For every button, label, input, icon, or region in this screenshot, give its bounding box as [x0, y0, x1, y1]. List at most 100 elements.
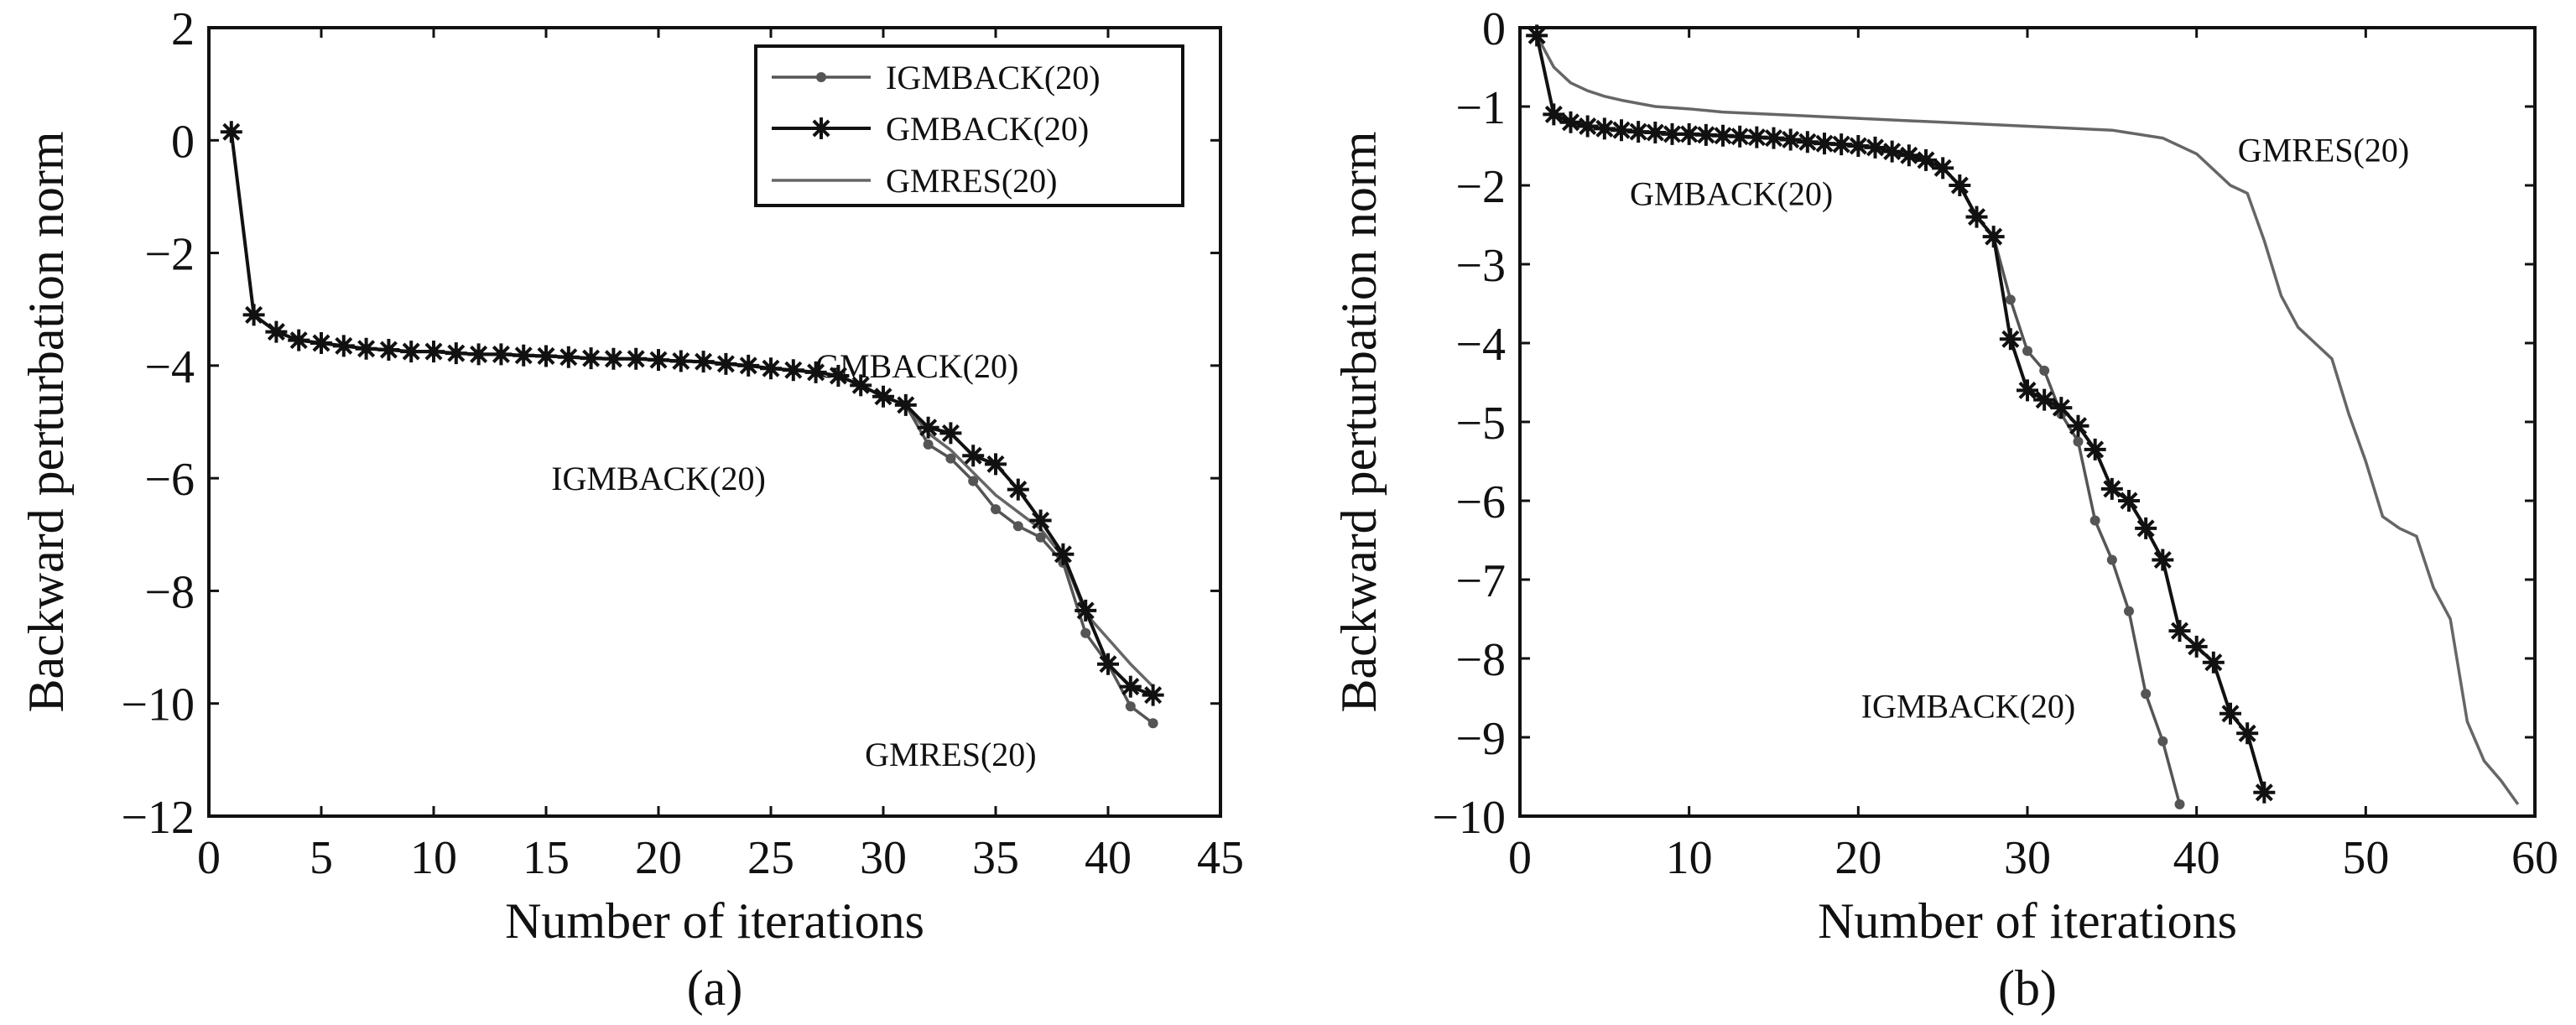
data-point	[2033, 388, 2056, 411]
annotation-label: IGMBACK(20)	[1861, 687, 2076, 725]
x-axis-label: Number of iterations	[505, 893, 924, 949]
data-point	[2067, 414, 2089, 437]
data-point	[2106, 554, 2117, 565]
data-point	[1847, 135, 1870, 157]
panel-label: (a)	[687, 960, 743, 1016]
data-point	[1593, 117, 1616, 140]
x-tick-label: 0	[197, 832, 221, 884]
data-point	[1080, 627, 1091, 638]
data-point	[2220, 702, 2241, 725]
y-tick-label: −10	[121, 679, 195, 731]
data-point	[1796, 131, 1819, 153]
data-point	[332, 335, 355, 357]
data-point	[1035, 532, 1046, 543]
data-point	[1779, 128, 1802, 151]
data-point	[1932, 157, 1954, 180]
data-point	[945, 453, 956, 464]
y-tick-label: 2	[171, 3, 195, 55]
y-tick-label: −12	[121, 792, 195, 844]
data-point	[2152, 549, 2174, 571]
data-point	[1559, 111, 1582, 133]
annotation-label: GMBACK(20)	[1630, 174, 1833, 212]
data-point	[2084, 438, 2106, 460]
data-point	[1627, 121, 1650, 143]
y-tick-label: −6	[1455, 476, 1506, 528]
data-point	[1097, 653, 1119, 675]
y-tick-label: −2	[144, 229, 195, 281]
data-point	[2039, 365, 2050, 376]
x-tick-label: 5	[310, 832, 333, 884]
y-axis-label: Backward perturbation norm	[1331, 131, 1387, 712]
data-point	[2073, 436, 2084, 447]
data-point	[535, 345, 557, 367]
annotation-label: GMRES(20)	[2238, 132, 2409, 169]
series-gmback	[220, 121, 1164, 706]
x-tick-label: 20	[1834, 832, 1881, 884]
series-line	[1535, 34, 2520, 805]
data-point	[220, 121, 242, 143]
data-point	[692, 351, 715, 373]
data-point	[1814, 133, 1835, 155]
x-tick-label: 25	[747, 832, 794, 884]
y-tick-label: 0	[1482, 3, 1506, 55]
data-point	[2005, 294, 2016, 305]
y-axis-label: Backward perturbation norm	[18, 131, 74, 712]
data-point	[991, 504, 1001, 515]
data-point	[2202, 651, 2225, 674]
data-point	[872, 385, 894, 408]
data-point	[1762, 127, 1785, 149]
data-point	[2022, 346, 2032, 356]
chart-panel-a: 0 5 10 15 20 25 30 35 40 4520−2−4−6−8−10−12Number…	[18, 3, 1244, 1016]
y-tick-label: −4	[1455, 319, 1506, 371]
data-point	[804, 361, 827, 383]
data-point	[827, 364, 850, 387]
data-point	[2157, 736, 2168, 747]
data-point	[2168, 620, 2191, 643]
x-tick-label: 40	[1085, 832, 1132, 884]
data-point	[1012, 521, 1023, 532]
legend-entry-label: GMBACK(20)	[886, 110, 1089, 148]
legend-entry-label: IGMBACK(20)	[886, 59, 1101, 96]
data-point	[669, 350, 692, 372]
data-point	[355, 337, 377, 360]
data-point	[1746, 126, 1768, 148]
data-point	[968, 476, 979, 486]
data-point	[513, 344, 535, 367]
data-point	[1712, 124, 1734, 147]
data-point	[917, 416, 939, 439]
x-tick-label: 45	[1197, 832, 1244, 884]
chart-panel-b: 0 10 20 30 40 50 60 0 −1 −2 −3 −4 −5 −6 −7 −8 −9 −10 Numbe…	[1331, 3, 2558, 1016]
y-tick-label: 0	[171, 116, 195, 168]
data-point	[1644, 122, 1667, 144]
data-point	[625, 347, 648, 370]
x-tick-label: 50	[2342, 832, 2389, 884]
data-point	[1897, 144, 1920, 167]
data-point	[2174, 799, 2185, 809]
data-point	[1075, 599, 1097, 622]
data-point	[923, 439, 934, 450]
data-point	[1694, 123, 1717, 146]
annotation-label: IGMBACK(20)	[551, 460, 766, 497]
data-point	[985, 453, 1007, 476]
series-gmback	[1526, 24, 2276, 804]
x-tick-label: 40	[2173, 832, 2220, 884]
data-point	[737, 354, 760, 377]
data-point	[1125, 701, 1136, 712]
legend-entry-label: GMRES(20)	[886, 162, 1057, 200]
y-tick-label: −3	[1455, 240, 1506, 292]
data-point	[782, 359, 804, 382]
series-gmres	[1535, 34, 2520, 805]
x-tick-label: 35	[972, 832, 1019, 884]
data-point	[2050, 397, 2073, 419]
data-point	[2141, 689, 2152, 700]
data-point	[962, 445, 985, 467]
data-point	[894, 393, 917, 416]
data-point	[2017, 379, 2038, 402]
annotation-label: GMBACK(20)	[815, 347, 1018, 385]
y-tick-label: −4	[144, 341, 195, 393]
data-point	[2253, 781, 2276, 804]
x-tick-label: 15	[523, 832, 570, 884]
data-point	[1729, 125, 1751, 148]
